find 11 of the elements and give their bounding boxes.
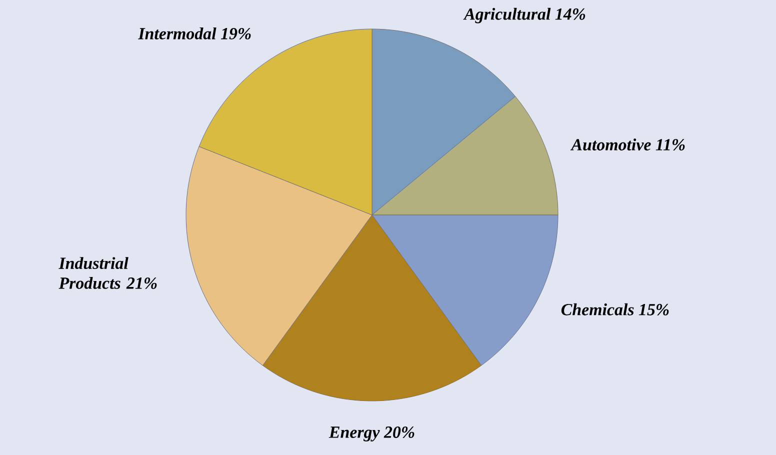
slice-label: Chemicals <box>561 303 634 316</box>
slice-label: Intermodal <box>138 27 216 40</box>
data-label: 20% <box>384 426 414 438</box>
slice-label: Automotive <box>570 138 651 150</box>
slice-label: Energy <box>328 426 380 442</box>
slice-label: Agricultural <box>463 8 551 24</box>
data-label: 11% <box>656 139 685 151</box>
data-label: 15% <box>638 304 669 316</box>
data-label: 14% <box>555 8 586 20</box>
data-label: 21% <box>126 277 157 289</box>
data-label: 19% <box>220 28 251 40</box>
